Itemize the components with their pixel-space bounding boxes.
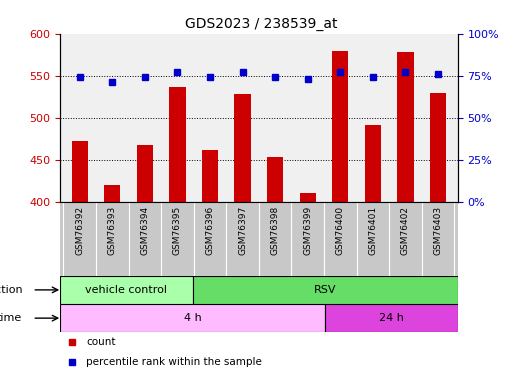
Bar xyxy=(267,157,283,202)
Text: GSM76401: GSM76401 xyxy=(368,206,378,255)
Bar xyxy=(192,276,458,304)
Text: GDS2023 / 238539_at: GDS2023 / 238539_at xyxy=(185,17,338,31)
Bar xyxy=(430,93,446,202)
Text: 4 h: 4 h xyxy=(184,313,201,323)
Text: GSM76393: GSM76393 xyxy=(108,206,117,255)
Text: RSV: RSV xyxy=(314,285,336,295)
Text: GSM76403: GSM76403 xyxy=(434,206,442,255)
Bar xyxy=(332,51,348,202)
Bar xyxy=(60,304,325,332)
Text: count: count xyxy=(86,337,116,347)
Text: GSM76398: GSM76398 xyxy=(271,206,280,255)
Text: time: time xyxy=(0,313,22,323)
Text: GSM76397: GSM76397 xyxy=(238,206,247,255)
Bar xyxy=(60,276,192,304)
Bar xyxy=(234,94,251,202)
Text: GSM76392: GSM76392 xyxy=(75,206,84,255)
Bar xyxy=(104,185,120,202)
Text: GSM76396: GSM76396 xyxy=(206,206,214,255)
Bar xyxy=(365,125,381,202)
Bar xyxy=(169,87,186,202)
Text: GSM76395: GSM76395 xyxy=(173,206,182,255)
Bar xyxy=(202,150,218,202)
Bar xyxy=(397,52,414,202)
Text: infection: infection xyxy=(0,285,22,295)
Text: GSM76394: GSM76394 xyxy=(140,206,150,255)
Bar xyxy=(137,145,153,202)
Text: vehicle control: vehicle control xyxy=(85,285,167,295)
Text: GSM76402: GSM76402 xyxy=(401,206,410,255)
Text: percentile rank within the sample: percentile rank within the sample xyxy=(86,357,262,366)
Text: GSM76399: GSM76399 xyxy=(303,206,312,255)
Bar xyxy=(300,193,316,202)
Text: GSM76400: GSM76400 xyxy=(336,206,345,255)
Bar xyxy=(72,141,88,202)
Text: 24 h: 24 h xyxy=(379,313,404,323)
Bar xyxy=(325,304,458,332)
